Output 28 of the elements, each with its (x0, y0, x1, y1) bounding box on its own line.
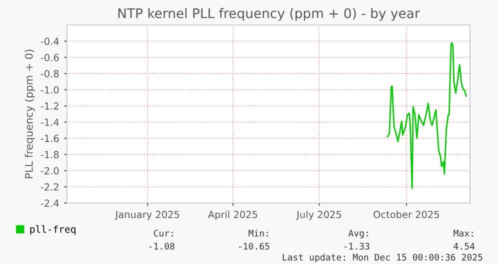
chart-title: NTP kernel PLL frequency (ppm + 0) - by year (118, 8, 420, 21)
y-tick-label: -1.6 (40, 134, 59, 142)
x-tick-label: October 2025 (374, 210, 439, 218)
y-tick-label: -2.0 (40, 167, 59, 174)
x-tick-label: April 2025 (208, 210, 258, 220)
line-series (386, 42, 467, 190)
y-tick-label: -1.4 (40, 118, 59, 126)
text: Max: (454, 230, 473, 237)
text: -10.65 (238, 242, 270, 250)
y-tick-label: -1.8 (40, 150, 59, 158)
y-tick-label: -2.2 (40, 183, 58, 191)
x-tick-label: January 2025 (114, 210, 180, 220)
y-tick-label: -0.4 (40, 38, 59, 46)
text: -1.08 (149, 242, 174, 250)
y-tick-label: -0.6 (40, 54, 59, 62)
text: 4.54 (454, 242, 475, 250)
text: Min: (248, 230, 268, 237)
y-axis-title: PLL frequency (ppm + 0) (24, 50, 35, 178)
y-tick-label: -1.0 (40, 86, 59, 94)
x-tick-label: July 2025 (296, 210, 342, 220)
text: Avg: (348, 230, 368, 238)
legend-label: pll-freq (30, 225, 76, 235)
y-tick-label: -1.2 (40, 102, 58, 110)
y-tick-label: -2.4 (40, 199, 59, 207)
y-tick-label: -0.8 (40, 70, 59, 78)
text: -1.33 (344, 242, 370, 250)
text: Last update: Mon Dec 15 00:00:36 2025 (282, 254, 482, 262)
text: Cur: (154, 230, 173, 237)
